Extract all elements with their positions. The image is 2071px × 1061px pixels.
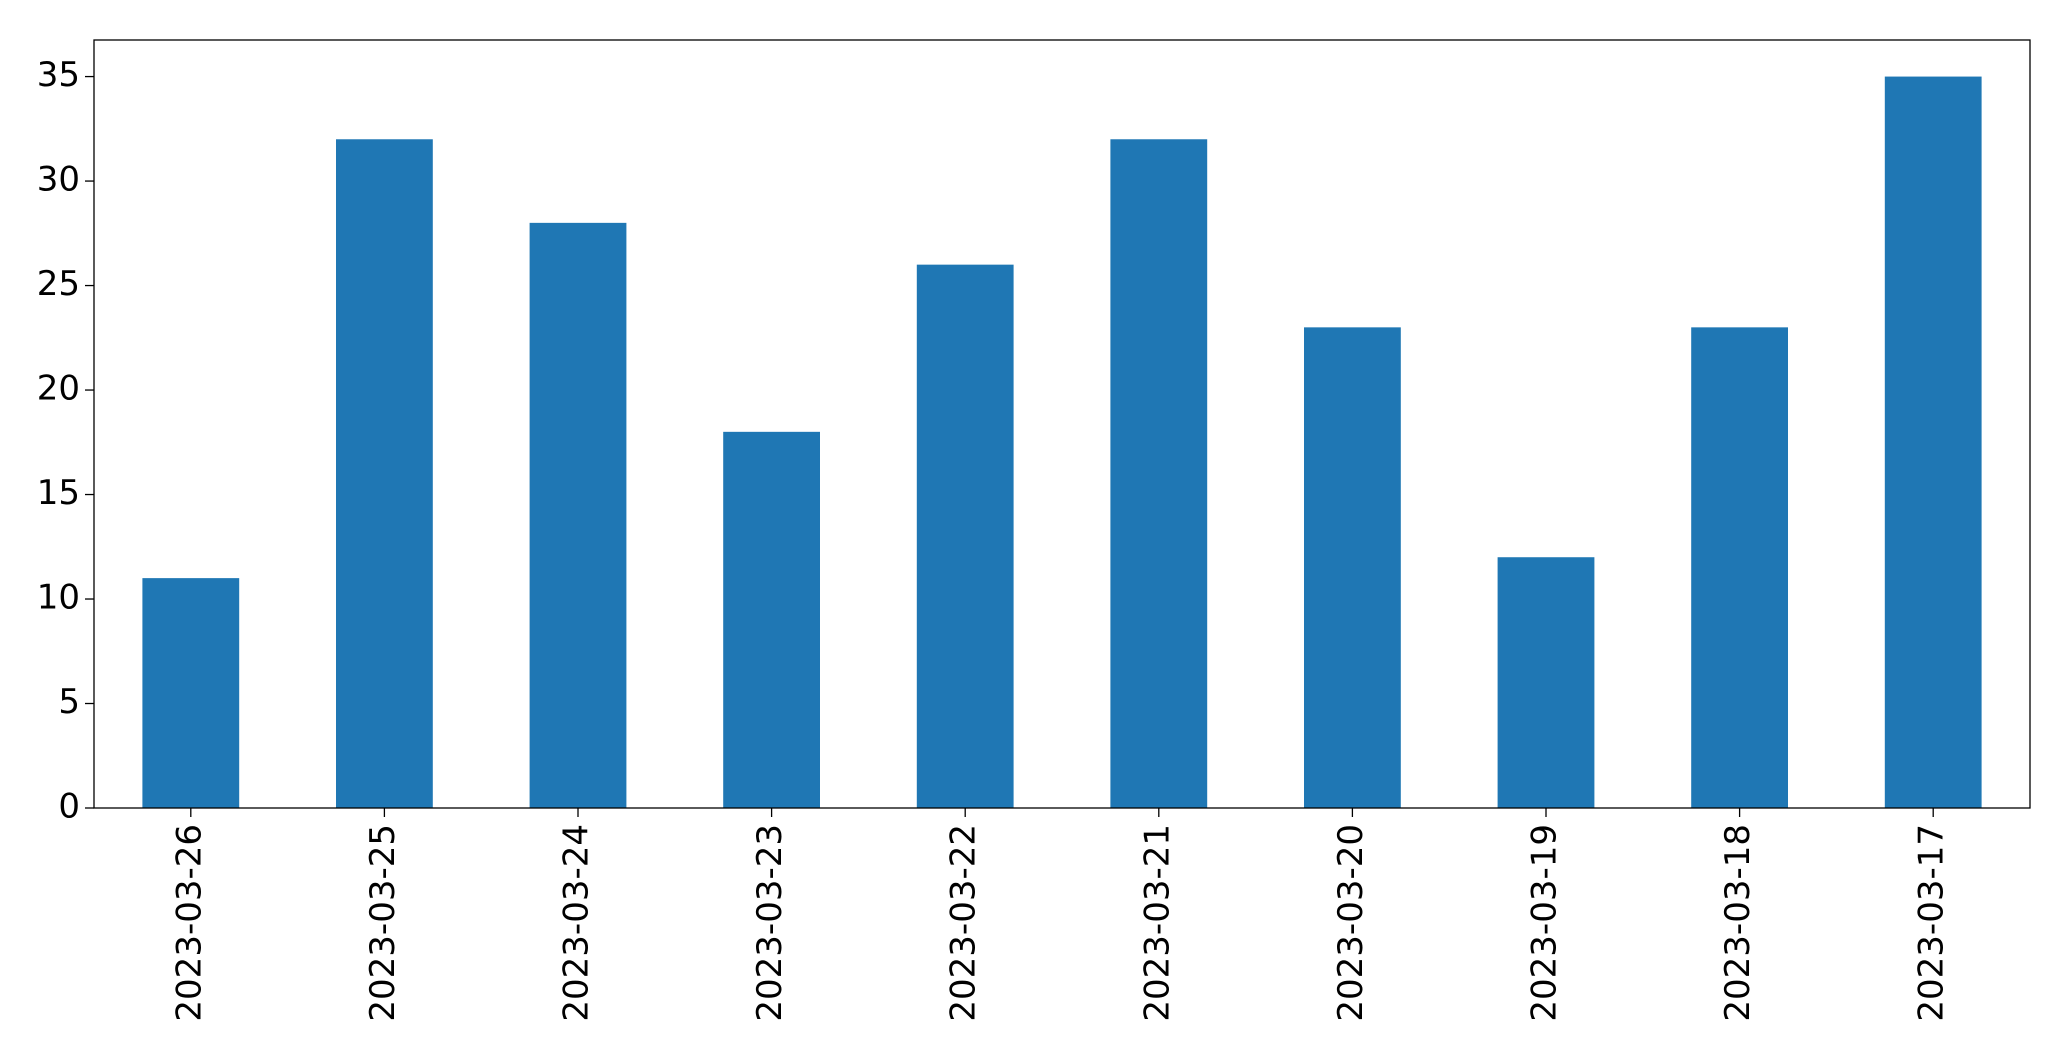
y-tick-label: 20 xyxy=(37,369,80,409)
x-tick-label: 2023-03-26 xyxy=(169,824,209,1022)
plot-frame xyxy=(93,39,2031,809)
y-tick-label: 5 xyxy=(58,682,80,722)
bar xyxy=(529,222,627,808)
bar xyxy=(1884,76,1982,809)
x-tick-label: 2023-03-19 xyxy=(1525,824,1565,1022)
bar xyxy=(336,139,433,808)
y-tick-label: 15 xyxy=(37,473,80,513)
y-tick-label: 10 xyxy=(37,578,80,618)
x-tick-label: 2023-03-23 xyxy=(750,824,790,1022)
x-tick-label: 2023-03-22 xyxy=(944,824,984,1022)
x-tick-label: 2023-03-24 xyxy=(557,824,597,1022)
bar xyxy=(723,431,820,808)
x-tick-label: 2023-03-18 xyxy=(1718,824,1758,1022)
x-tick-label: 2023-03-21 xyxy=(1137,824,1177,1022)
bar xyxy=(1691,327,1788,808)
x-tick-label: 2023-03-25 xyxy=(363,824,403,1022)
bar xyxy=(1497,557,1595,808)
y-tick-label: 30 xyxy=(37,160,80,200)
bar xyxy=(1304,327,1401,808)
bar xyxy=(142,578,240,808)
bar xyxy=(1110,139,1208,808)
y-tick-label: 35 xyxy=(37,55,80,95)
x-tick-label: 2023-03-17 xyxy=(1912,824,1952,1022)
bar xyxy=(916,264,1014,808)
y-tick-label: 25 xyxy=(37,264,80,304)
y-tick-label: 0 xyxy=(58,787,80,827)
x-tick-label: 2023-03-20 xyxy=(1331,824,1371,1022)
